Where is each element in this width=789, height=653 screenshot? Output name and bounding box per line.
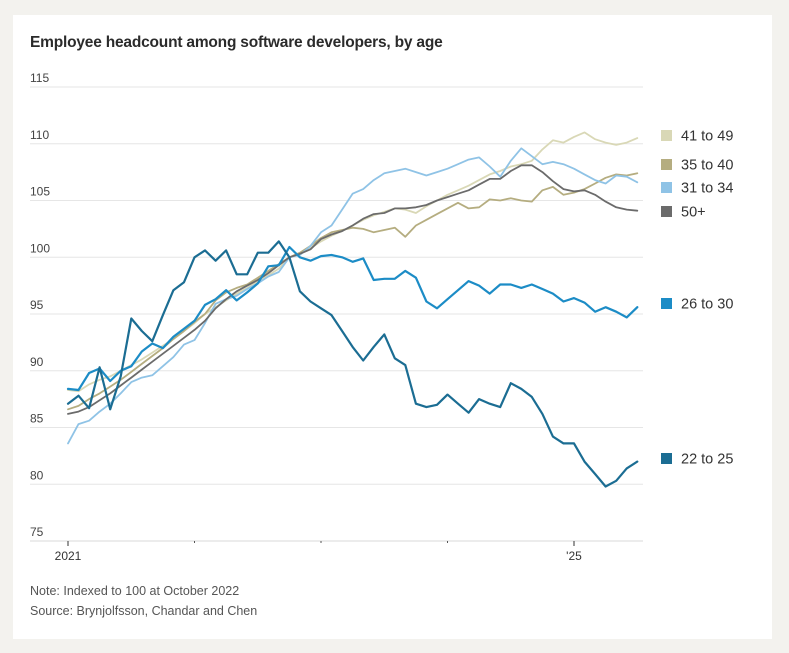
x-tick-label: 2021: [55, 549, 82, 563]
x-axis: 2021 '25: [30, 540, 643, 563]
series-lines: [66, 131, 639, 488]
legend-swatch: [661, 159, 672, 170]
y-tick-label: 75: [30, 525, 44, 539]
legend-item: 50+: [661, 205, 706, 221]
legend-label: 26 to 30: [681, 297, 733, 313]
legend-label: 50+: [681, 205, 706, 221]
series-line-50plus: [67, 164, 639, 415]
legend-swatch: [661, 453, 672, 464]
y-tick-label: 95: [30, 298, 44, 312]
legend: 41 to 49 35 to 40 31 to 34 50+ 26 to 30 22 to…: [661, 129, 733, 468]
gridlines: [30, 86, 643, 485]
legend-label: 22 to 25: [681, 452, 733, 468]
legend-swatch: [661, 182, 672, 193]
legend-swatch: [661, 206, 672, 217]
legend-label: 35 to 40: [681, 158, 733, 174]
legend-swatch: [661, 298, 672, 309]
legend-item: 26 to 30: [661, 297, 733, 313]
y-tick-label: 100: [30, 241, 50, 255]
series-line-31-to-34: [67, 147, 639, 445]
legend-item: 31 to 34: [661, 181, 733, 197]
y-tick-label: 105: [30, 185, 50, 199]
legend-label: 31 to 34: [681, 181, 733, 197]
y-tick-label: 85: [30, 412, 44, 426]
y-tick-label: 80: [30, 468, 44, 482]
legend-item: 35 to 40: [661, 158, 733, 174]
y-tick-label: 90: [30, 355, 44, 369]
y-tick-label: 115: [30, 71, 49, 85]
legend-label: 41 to 49: [681, 129, 733, 145]
y-tick-label: 110: [30, 128, 49, 142]
legend-swatch: [661, 130, 672, 141]
series-line-26-to-30: [66, 245, 639, 392]
legend-item: 41 to 49: [661, 129, 733, 145]
series-line-22-to-25: [66, 240, 639, 488]
chart-source: Source: Brynjolfsson, Chandar and Chen: [30, 604, 258, 618]
chart-note: Note: Indexed to 100 at October 2022: [30, 584, 240, 598]
chart-title: Employee headcount among software develo…: [30, 34, 443, 51]
y-axis-ticks: 115 110 105 100 95 90 85 80 75: [30, 71, 50, 539]
legend-item: 22 to 25: [661, 452, 733, 468]
x-tick-label: '25: [566, 549, 582, 563]
